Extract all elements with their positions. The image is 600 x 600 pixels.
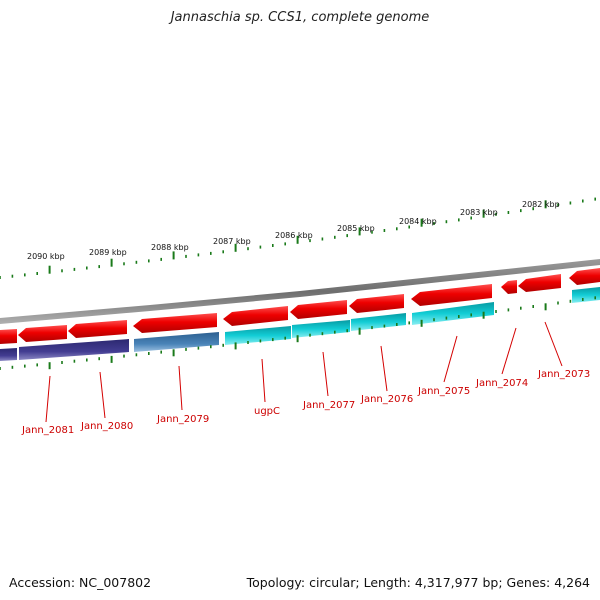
genome-backbone xyxy=(0,259,600,324)
gene-bar-cyan[interactable] xyxy=(225,326,291,345)
gene-bar-purple[interactable] xyxy=(19,339,129,360)
gene-arrow-forward[interactable] xyxy=(349,294,404,313)
gene-labels: Jann_2081 Jann_2080 Jann_2079 ugpC Jann_… xyxy=(21,369,590,436)
gene-bar-purple[interactable] xyxy=(0,348,17,361)
scale-label-2089: 2089 kbp xyxy=(89,248,127,257)
scale-label-2088: 2088 kbp xyxy=(151,243,189,252)
gene-label-jann-2073[interactable]: Jann_2073 xyxy=(537,369,590,380)
gene-bar-cyan[interactable] xyxy=(351,313,406,331)
gene-label-jann-2080[interactable]: Jann_2080 xyxy=(80,421,133,432)
gene-label-jann-2079[interactable]: Jann_2079 xyxy=(156,414,209,425)
gene-arrow-forward[interactable] xyxy=(518,274,561,292)
gene-arrow-forward[interactable] xyxy=(18,325,67,342)
leader-line xyxy=(443,335,458,383)
forward-strand-genes xyxy=(0,268,600,344)
leader-line xyxy=(178,365,183,411)
gene-arrow-forward[interactable] xyxy=(133,313,217,333)
leader-line xyxy=(45,375,51,423)
gene-label-jann-2077[interactable]: Jann_2077 xyxy=(302,400,355,411)
gene-bar-cyan[interactable] xyxy=(412,302,494,325)
gene-label-jann-2075[interactable]: Jann_2075 xyxy=(417,386,470,397)
leader-line xyxy=(380,345,388,392)
gene-label-jann-2074[interactable]: Jann_2074 xyxy=(475,378,528,389)
leader-line xyxy=(544,321,563,367)
gene-label-leaders xyxy=(45,321,563,423)
scale-label-2090: 2090 kbp xyxy=(27,252,65,261)
gene-label-jann-2081[interactable]: Jann_2081 xyxy=(21,425,74,436)
scale-tick-ring xyxy=(0,197,597,279)
gene-bar-cyan[interactable] xyxy=(292,320,350,338)
scale-label-2084: 2084 kbp xyxy=(399,217,437,226)
inner-tick-ring xyxy=(0,296,597,370)
gene-arrow-forward[interactable] xyxy=(411,284,492,306)
gene-arrow-forward[interactable] xyxy=(223,306,288,326)
leader-line xyxy=(99,371,106,419)
gene-label-jann-2076[interactable]: Jann_2076 xyxy=(360,394,413,405)
gene-arrow-forward[interactable] xyxy=(290,300,347,319)
scale-label-2085: 2085 kbp xyxy=(337,224,375,233)
scale-label-2087: 2087 kbp xyxy=(213,237,251,246)
gene-bar-steel[interactable] xyxy=(134,332,219,352)
gene-bar-cyan[interactable] xyxy=(572,287,600,303)
page-title: Jannaschia sp. CCS1, complete genome xyxy=(170,10,430,25)
scale-label-2083: 2083 kbp xyxy=(460,208,498,217)
scale-label-2082: 2082 kbp xyxy=(522,200,560,209)
gene-arrow-forward[interactable] xyxy=(569,268,600,285)
gene-arrow-forward[interactable] xyxy=(501,280,517,294)
leader-line xyxy=(501,327,517,375)
gene-arrow-forward[interactable] xyxy=(68,320,127,338)
topology-label: Topology: circular; Length: 4,317,977 bp… xyxy=(246,575,590,590)
gene-arrow-forward[interactable] xyxy=(0,329,17,344)
gene-label-ugpc[interactable]: ugpC xyxy=(254,406,280,417)
scale-label-2086: 2086 kbp xyxy=(275,231,313,240)
leader-line xyxy=(261,358,266,403)
reverse-strand-genes xyxy=(0,287,600,361)
accession-label: Accession: NC_007802 xyxy=(9,575,152,590)
leader-line xyxy=(322,351,329,397)
scale-labels: 2090 kbp 2089 kbp 2088 kbp 2087 kbp 2086… xyxy=(27,200,560,261)
